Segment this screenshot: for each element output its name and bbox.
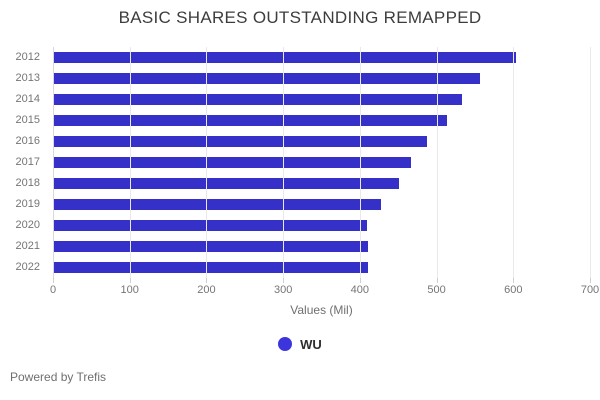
x-axis-tick-label: 0 [49,284,57,296]
y-axis-label: 2019 [15,198,40,210]
x-axis-tick [590,278,591,283]
x-axis-tick-label: 600 [504,284,523,296]
plot-area [53,47,591,278]
y-axis-label: 2015 [15,114,40,126]
x-axis-tick [283,278,285,283]
bar-2012[interactable] [53,52,517,63]
y-axis-label: 2021 [15,240,40,252]
gridline [129,47,131,278]
chart-title: BASIC SHARES OUTSTANDING REMAPPED [118,8,482,27]
bar-row [53,131,590,152]
x-axis-tick-label: 500 [427,284,446,296]
gridline [513,47,515,278]
bar-row [53,47,590,68]
x-axis-tick-labels: 0 100 200 300 400 500 600 700 [49,284,599,298]
bar-2021[interactable] [53,241,368,252]
y-axis-line [53,47,54,278]
bar-row [53,89,590,110]
y-axis-label: 2014 [15,93,40,105]
legend: WU [0,334,600,354]
bar-2018[interactable] [53,178,399,189]
y-axis-label: 2022 [15,261,40,273]
x-axis-tick [436,278,438,283]
bar-2022[interactable] [53,262,368,273]
x-axis-tick [129,278,131,283]
y-axis-label: 2018 [15,177,40,189]
bar-row [53,215,590,236]
x-axis-tick-label: 700 [580,284,600,296]
gridline [359,47,361,278]
bar-2020[interactable] [53,220,367,231]
legend-marker-icon [278,337,293,351]
x-axis-ticks [53,278,591,283]
bar-row [53,194,590,215]
bar-2015[interactable] [53,115,448,126]
x-axis-tick [206,278,208,283]
legend-item-wu[interactable]: WU [278,337,322,352]
gridline [206,47,208,278]
legend-label: WU [300,336,322,352]
gridline [590,47,591,278]
bar-2014[interactable] [53,94,462,105]
bar-row [53,152,590,173]
x-axis-tick-label: 200 [197,284,216,296]
x-axis-tick-label: 300 [273,284,293,296]
bar-row [53,257,590,278]
gridline [436,47,438,278]
y-axis-label: 2020 [15,219,40,231]
bar-2016[interactable] [53,136,427,147]
y-axis-label: 2017 [15,156,40,168]
footer-text: Powered by Trefis [10,370,107,384]
bar-2013[interactable] [53,73,481,84]
x-axis-title: Values (Mil) [290,303,353,317]
bar-2017[interactable] [53,157,412,168]
y-axis-label: 2013 [15,72,40,84]
x-axis-tick [359,278,361,283]
y-axis-label: 2016 [15,135,40,147]
y-axis-labels: 2012 2013 2014 2015 2016 2017 2018 2019 2020 2021… [0,47,40,278]
x-axis-tick [53,278,54,283]
gridline [283,47,285,278]
bar-row [53,236,590,257]
bar-row [53,110,590,131]
bar-2019[interactable] [53,199,382,210]
x-axis-tick-label: 100 [120,284,139,296]
bar-rows [53,47,590,278]
x-axis-tick [513,278,515,283]
bar-row [53,68,590,89]
x-axis-tick-label: 400 [350,284,370,296]
y-axis-label: 2012 [15,51,40,63]
bar-row [53,173,590,194]
